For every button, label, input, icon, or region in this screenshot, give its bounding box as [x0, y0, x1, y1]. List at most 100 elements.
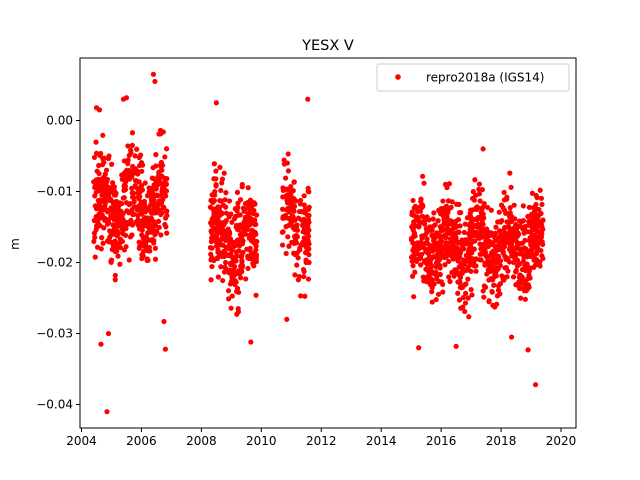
data-point [281, 214, 287, 220]
data-point [110, 180, 116, 186]
data-point [250, 233, 257, 239]
data-point [239, 259, 245, 266]
data-point [492, 234, 498, 240]
data-point [301, 209, 307, 215]
data-point [213, 206, 219, 212]
data-point [137, 244, 143, 250]
data-point [455, 229, 462, 235]
data-point [213, 168, 219, 174]
data-point [490, 258, 496, 264]
data-point [152, 232, 158, 238]
data-point [424, 278, 430, 284]
data-point [285, 168, 292, 174]
data-point [238, 253, 245, 260]
data-point [422, 214, 428, 221]
data-point [242, 214, 248, 220]
data-point [520, 258, 526, 264]
data-point [437, 243, 443, 249]
data-point [486, 298, 492, 304]
data-point [501, 240, 507, 246]
data-point [222, 259, 229, 266]
data-point [119, 238, 125, 245]
data-point [497, 233, 503, 239]
data-point [501, 207, 508, 213]
data-point [226, 252, 232, 259]
data-point [92, 254, 98, 260]
data-point [528, 211, 535, 217]
data-point [420, 173, 426, 179]
data-point [221, 253, 227, 260]
data-point [511, 202, 517, 208]
data-point [291, 208, 297, 214]
data-point [129, 142, 135, 148]
data-point [125, 143, 131, 149]
data-point [422, 232, 428, 238]
data-point [285, 234, 291, 240]
data-point [105, 219, 111, 225]
data-point [152, 256, 159, 262]
data-point [106, 190, 112, 197]
data-point [417, 208, 423, 214]
data-point [151, 197, 157, 203]
data-point [245, 200, 251, 206]
data-point [465, 264, 471, 270]
data-point [457, 274, 464, 280]
data-point [153, 210, 159, 216]
data-point [215, 223, 221, 229]
data-point [156, 169, 162, 175]
data-point [100, 240, 106, 246]
data-point [220, 202, 227, 208]
data-point [128, 217, 134, 223]
data-point [213, 100, 219, 106]
data-point [139, 252, 145, 258]
legend: repro2018a (IGS14) [376, 63, 570, 92]
data-point [516, 274, 522, 281]
data-point [510, 259, 517, 266]
legend-label: repro2018a (IGS14) [426, 71, 544, 85]
data-point [229, 219, 235, 225]
data-point [109, 161, 115, 167]
data-point [421, 219, 427, 225]
data-point [136, 239, 142, 245]
data-point [108, 259, 114, 265]
data-point [219, 176, 226, 182]
data-point [252, 201, 258, 207]
data-point [456, 249, 462, 255]
data-point [222, 219, 228, 225]
data-point [221, 170, 227, 176]
data-point [148, 215, 155, 222]
data-point [526, 218, 532, 225]
data-point [234, 239, 240, 245]
data-point [306, 252, 312, 258]
data-point [426, 217, 432, 223]
data-point [235, 268, 242, 274]
data-point [427, 227, 434, 233]
data-point [218, 187, 224, 194]
data-point [507, 170, 513, 176]
legend-marker [395, 74, 401, 80]
data-point [237, 197, 244, 203]
data-point [301, 202, 307, 208]
data-point [430, 254, 436, 260]
data-point [105, 209, 111, 215]
data-point [427, 261, 433, 267]
data-point [485, 234, 491, 240]
data-point [414, 251, 420, 257]
data-point [464, 257, 470, 263]
data-point [294, 222, 300, 228]
data-point [209, 192, 215, 198]
data-point [283, 193, 289, 199]
data-point [450, 256, 456, 262]
data-point [215, 249, 221, 255]
data-point [109, 246, 115, 253]
data-point [126, 257, 132, 263]
data-point [91, 238, 97, 245]
data-point [411, 294, 417, 300]
data-point [101, 207, 107, 213]
data-point [492, 271, 498, 277]
data-point [469, 249, 475, 255]
data-point [139, 255, 145, 262]
data-point [438, 235, 444, 241]
data-point [534, 248, 540, 254]
data-point [492, 244, 498, 250]
